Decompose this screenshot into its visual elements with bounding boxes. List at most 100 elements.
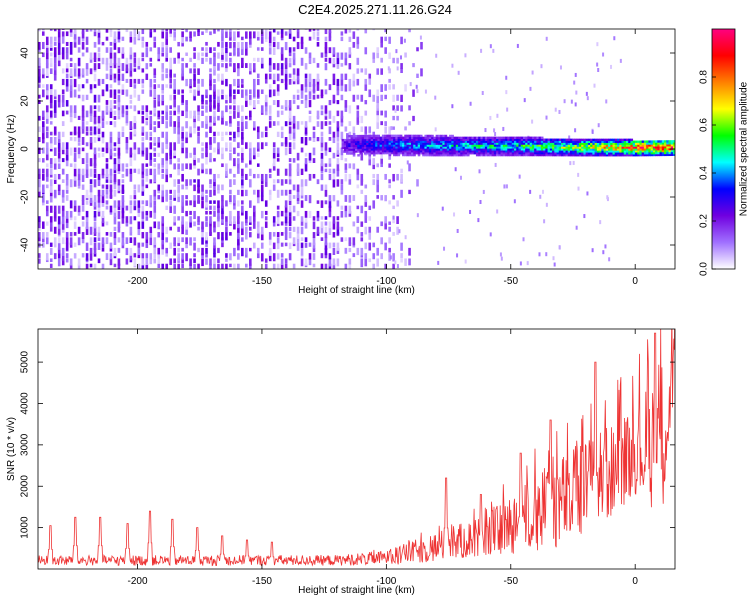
spectrogram-cell — [328, 121, 332, 125]
spectrogram-cell — [205, 210, 208, 215]
spectrogram-cell — [657, 144, 660, 147]
spectrogram-cell — [49, 94, 53, 103]
spectrogram-cell — [324, 232, 328, 239]
spectrogram-cell — [372, 94, 376, 102]
spectrogram-cell — [469, 136, 472, 140]
spectrogram-cell — [655, 146, 658, 149]
spectrogram-cell — [652, 151, 656, 155]
spectrogram-cell — [442, 142, 445, 145]
spectrogram-cell — [173, 163, 176, 170]
spectrogram-cell — [213, 158, 216, 162]
spectrogram-cell — [453, 146, 457, 149]
spectrogram-cell — [41, 126, 45, 134]
spectrogram-cell — [284, 142, 288, 147]
spectrogram-cell — [81, 221, 85, 227]
spectrogram-cell — [632, 148, 636, 151]
spectrogram-cell — [221, 137, 224, 142]
spectrogram-cell — [360, 152, 364, 161]
spectrogram-cell — [177, 253, 180, 262]
spectrogram-cell — [105, 232, 109, 236]
spectrogram-cell — [543, 142, 546, 145]
spectrogram-cell — [85, 152, 89, 159]
spectrogram-cell — [592, 142, 595, 145]
spectrogram-cell — [288, 221, 292, 226]
spectrogram-cell — [252, 31, 256, 39]
spectrogram-cell — [370, 138, 374, 142]
spectrogram-cell — [336, 78, 340, 86]
spectrogram-cell — [529, 86, 532, 91]
spectrogram-cell — [619, 154, 622, 157]
spectrogram-cell — [340, 63, 344, 67]
spectrogram-cell — [284, 232, 288, 241]
spectrogram-cell — [496, 136, 499, 140]
spectrogram-cell — [69, 31, 73, 37]
spectrogram-cell — [585, 142, 589, 145]
spectrogram-cell — [181, 94, 184, 103]
spectrogram-cell — [141, 29, 145, 35]
spectrogram-cell — [343, 142, 347, 146]
spectrogram-cell — [268, 173, 272, 179]
spectrogram-cell — [109, 242, 113, 249]
spectrogram-cell — [38, 221, 41, 229]
spectrogram-cell — [221, 63, 224, 68]
spectrogram-cell — [493, 142, 497, 145]
spectrogram-cell — [296, 89, 300, 94]
spectrogram-cell — [410, 146, 414, 149]
spectrogram-cell — [507, 148, 510, 151]
spectrogram-cell — [659, 147, 663, 151]
spectrogram-cell — [350, 138, 354, 142]
spectrogram-cell — [237, 200, 240, 207]
spectrogram-cell — [502, 153, 506, 157]
spectrogram-cell — [451, 142, 454, 145]
spectrogram-cell — [161, 73, 165, 81]
spectrogram-cell — [284, 168, 288, 176]
spectrogram-cell — [65, 152, 69, 161]
spectrogram-cell — [141, 232, 145, 239]
spectrogram-cell — [659, 144, 663, 147]
spectrogram-cell — [489, 44, 492, 49]
spectrogram-cell — [529, 136, 533, 139]
spectrogram-cell — [402, 138, 405, 141]
spectrogram-cell — [249, 68, 252, 75]
spectrogram-cell — [610, 150, 613, 153]
spectrogram-cell — [464, 53, 467, 58]
spectrogram-cell — [280, 131, 284, 139]
spectrogram-cell — [233, 100, 236, 105]
spectrogram-cell — [605, 148, 609, 151]
spectrogram-cell — [404, 84, 407, 92]
spectrogram-cell — [368, 146, 372, 149]
spectrogram-cell — [419, 35, 422, 40]
spectrogram-cell — [137, 200, 141, 208]
spectrogram-cell — [45, 47, 49, 53]
spectrogram-cell — [284, 200, 288, 208]
spectrogram-cell — [514, 136, 517, 140]
spectrogram-cell — [141, 189, 145, 196]
spectrogram-cell — [324, 57, 328, 62]
spectrogram-cell — [477, 218, 480, 223]
spectrogram-cell — [527, 146, 531, 149]
spectrogram-cell — [569, 144, 573, 147]
spectrogram-cell — [272, 242, 276, 250]
spectrogram-cell — [449, 152, 452, 155]
spectrogram-cell — [185, 163, 188, 170]
spectrogram-cell — [525, 150, 528, 153]
spectrogram-cell — [284, 216, 288, 224]
spectrogram-cell — [233, 247, 236, 257]
spectrogram-cell — [161, 110, 165, 115]
spectrogram-cell — [328, 210, 332, 218]
spectrogram-cell — [350, 146, 354, 149]
spectrogram-cell — [433, 152, 436, 155]
spectrogram-cell — [482, 152, 486, 155]
spectrogram-cell — [428, 152, 432, 155]
spectrogram-cell — [73, 173, 77, 181]
spectrogram-cell — [630, 142, 634, 145]
spectrogram-cell — [641, 152, 645, 155]
spectrogram-cell — [377, 148, 381, 151]
spectrogram-cell — [478, 142, 481, 145]
spectrogram-cell — [402, 136, 405, 139]
spectrogram-cell — [272, 142, 276, 148]
spectrogram-cell — [229, 232, 232, 236]
spectrogram-cell — [549, 148, 553, 151]
spectrogram-cell — [137, 205, 141, 213]
spectrogram-cell — [572, 144, 575, 147]
